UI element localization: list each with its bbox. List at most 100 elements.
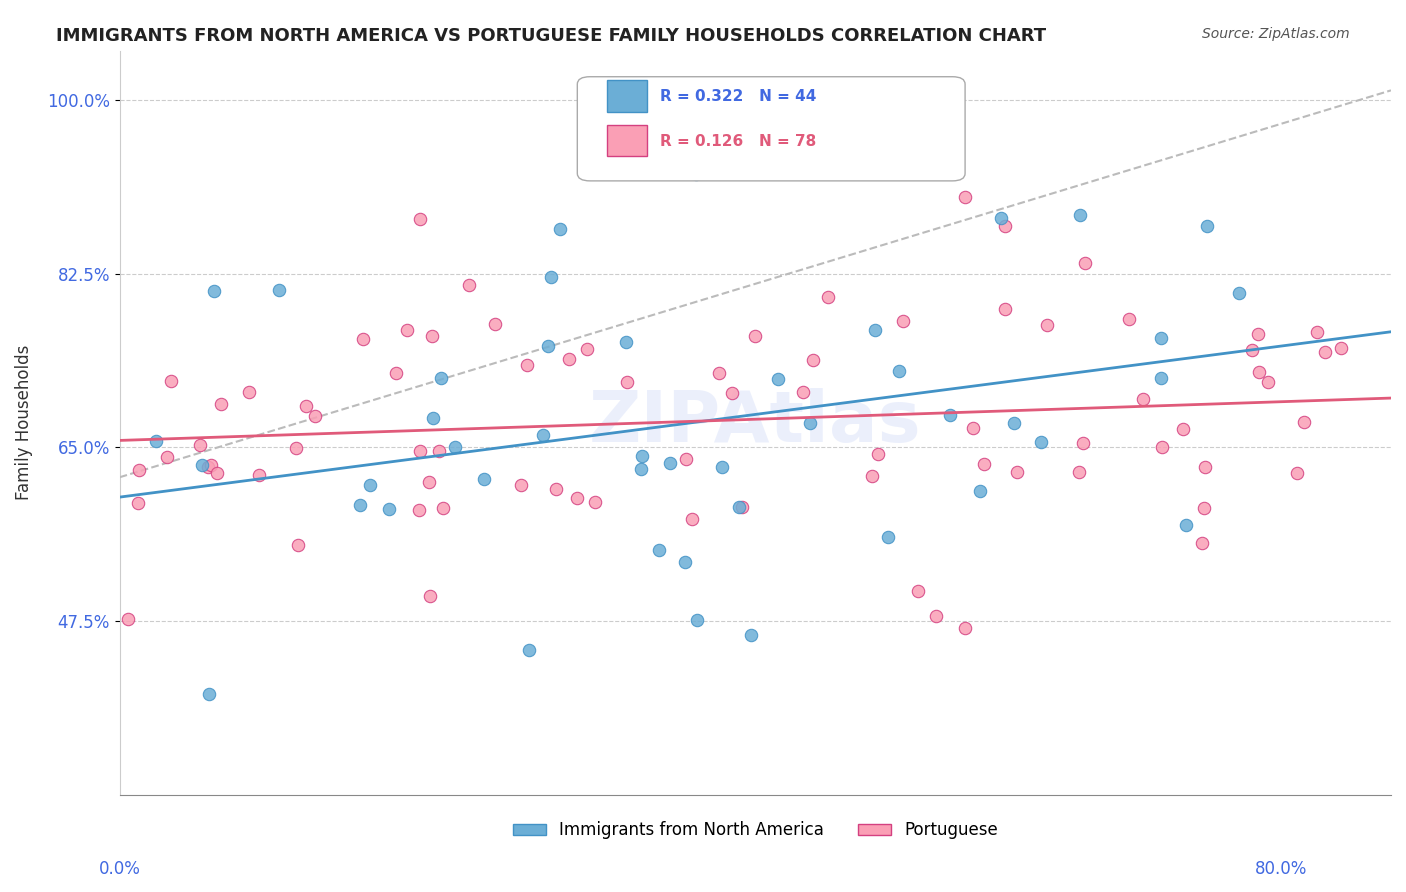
Point: [1149, 371, 1171, 385]
Point: [768, 372, 790, 386]
Point: [287, 537, 309, 551]
Point: [409, 212, 432, 227]
Point: [537, 339, 560, 353]
Point: [191, 458, 214, 472]
Point: [418, 475, 440, 489]
Point: [385, 366, 408, 380]
Text: R = 0.126   N = 78: R = 0.126 N = 78: [659, 134, 817, 149]
Point: [1192, 501, 1215, 516]
Point: [1227, 285, 1250, 300]
Point: [484, 318, 506, 332]
Y-axis label: Family Households: Family Households: [15, 345, 32, 500]
Point: [444, 440, 467, 454]
Point: [685, 167, 707, 181]
Point: [711, 460, 734, 475]
Point: [1247, 327, 1270, 342]
Point: [516, 358, 538, 372]
Point: [159, 375, 181, 389]
Point: [565, 491, 588, 505]
Point: [863, 323, 886, 337]
Point: [1036, 318, 1059, 332]
Point: [1191, 536, 1213, 550]
Point: [1150, 331, 1173, 345]
Point: [127, 496, 149, 510]
Point: [540, 270, 562, 285]
Point: [744, 328, 766, 343]
Point: [1241, 343, 1264, 357]
FancyBboxPatch shape: [578, 77, 965, 181]
Point: [550, 222, 572, 236]
Point: [1002, 416, 1025, 430]
Point: [876, 530, 898, 544]
Point: [648, 543, 671, 558]
Point: [352, 332, 374, 346]
Point: [1071, 436, 1094, 450]
Point: [953, 190, 976, 204]
Point: [531, 428, 554, 442]
Point: [200, 458, 222, 473]
Text: R = 0.322   N = 44: R = 0.322 N = 44: [659, 89, 817, 104]
Point: [614, 334, 637, 349]
Text: 0.0%: 0.0%: [98, 860, 141, 878]
Point: [630, 462, 652, 476]
FancyBboxPatch shape: [606, 80, 647, 112]
Point: [675, 452, 697, 467]
Point: [457, 278, 479, 293]
Point: [575, 342, 598, 356]
Point: [938, 408, 960, 422]
Point: [205, 466, 228, 480]
Point: [990, 211, 1012, 226]
Text: IMMIGRANTS FROM NORTH AMERICA VS PORTUGUESE FAMILY HOUSEHOLDS CORRELATION CHART: IMMIGRANTS FROM NORTH AMERICA VS PORTUGU…: [56, 27, 1046, 45]
Point: [1067, 465, 1090, 479]
Point: [792, 385, 814, 400]
Point: [304, 409, 326, 423]
Point: [686, 613, 709, 627]
Point: [349, 498, 371, 512]
Point: [616, 375, 638, 389]
Point: [430, 370, 453, 384]
Point: [1197, 219, 1219, 234]
Point: [517, 642, 540, 657]
Point: [198, 687, 221, 701]
Point: [1029, 434, 1052, 449]
Point: [188, 438, 211, 452]
Point: [267, 283, 290, 297]
Point: [409, 444, 432, 458]
Point: [1005, 466, 1028, 480]
Point: [420, 328, 443, 343]
Point: [907, 583, 929, 598]
Point: [544, 483, 567, 497]
Text: 80.0%: 80.0%: [1256, 860, 1308, 878]
Text: ZIPAtlas: ZIPAtlas: [589, 388, 921, 458]
Point: [1174, 518, 1197, 533]
Point: [197, 460, 219, 475]
Point: [681, 512, 703, 526]
Point: [422, 411, 444, 425]
Point: [510, 478, 533, 492]
Point: [117, 612, 139, 626]
Point: [1330, 341, 1353, 355]
Point: [1315, 345, 1337, 359]
Point: [659, 456, 682, 470]
Point: [1294, 415, 1316, 429]
Point: [866, 447, 889, 461]
Point: [427, 444, 450, 458]
Point: [993, 302, 1015, 317]
Point: [973, 457, 995, 471]
Point: [419, 590, 441, 604]
Point: [1074, 255, 1097, 269]
Point: [860, 469, 883, 483]
Point: [395, 323, 418, 337]
Point: [801, 353, 824, 368]
Point: [891, 314, 914, 328]
Point: [731, 500, 754, 514]
Point: [408, 502, 430, 516]
Text: Source: ZipAtlas.com: Source: ZipAtlas.com: [1202, 27, 1350, 41]
Point: [472, 472, 495, 486]
Point: [969, 483, 991, 498]
Point: [359, 477, 381, 491]
Point: [209, 397, 232, 411]
Legend: Immigrants from North America, Portuguese: Immigrants from North America, Portugues…: [506, 814, 1005, 846]
Point: [962, 421, 984, 435]
Point: [728, 500, 751, 514]
